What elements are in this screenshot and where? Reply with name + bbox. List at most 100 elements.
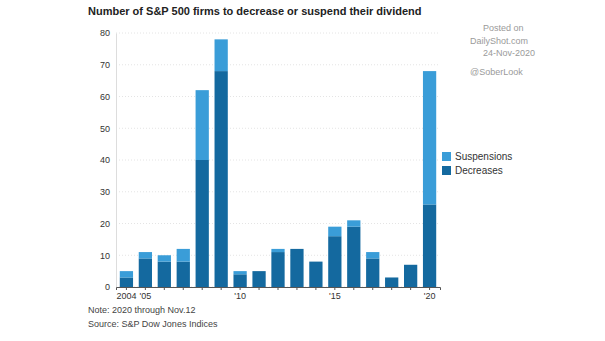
y-tick-label: 50 (100, 124, 110, 134)
legend-label: Suspensions (455, 151, 512, 162)
annotation: Posted on (483, 23, 524, 33)
y-tick: 40 (100, 155, 116, 165)
x-tick (183, 287, 184, 290)
x-tick-mark (296, 287, 297, 290)
x-tick (221, 287, 222, 290)
x-tick (391, 287, 392, 290)
x-tick-mark (240, 287, 241, 290)
x-tick-mark (221, 287, 222, 290)
grid-line (116, 223, 440, 224)
grid (116, 33, 440, 287)
x-tick: '10 (234, 287, 246, 301)
bar (366, 258, 379, 287)
series-0 (120, 71, 436, 287)
x-tick: '05 (140, 287, 152, 301)
y-tick-label: 40 (100, 155, 110, 165)
y-tick-label: 20 (100, 219, 110, 229)
bar (328, 236, 341, 287)
bar (252, 271, 265, 272)
y-tick-label: 10 (100, 251, 110, 261)
legend: SuspensionsDecreases (442, 151, 512, 176)
bar (139, 252, 152, 258)
annotation: DailyShot.com (470, 36, 528, 46)
x-tick-mark (334, 287, 335, 290)
x-tick-mark (183, 287, 184, 290)
grid-line (116, 33, 440, 34)
bar (215, 39, 228, 71)
legend-swatch (442, 166, 451, 175)
bar (233, 271, 246, 274)
bar (196, 160, 209, 287)
x-tick (315, 287, 316, 290)
title: Number of S&P 500 firms to decrease or s… (88, 5, 422, 17)
x-tick-mark (429, 287, 430, 290)
bars (120, 39, 436, 287)
x-tick: '15 (329, 287, 341, 301)
x-tick-mark (353, 287, 354, 290)
x-axis-line (117, 288, 441, 291)
bar (385, 277, 398, 287)
x-tick-mark (259, 287, 260, 290)
y-axis: 01020304050607080 (100, 28, 117, 292)
y-tick: 50 (100, 124, 116, 134)
x-tick-mark (372, 287, 373, 290)
y-tick: 20 (100, 219, 116, 229)
y-tick: 0 (105, 282, 116, 292)
x-tick (353, 287, 354, 290)
x-tick-label: '15 (329, 291, 341, 301)
bar (366, 252, 379, 258)
y-tick: 30 (100, 187, 116, 197)
x-tick-mark (410, 287, 411, 290)
note: Note: 2020 through Nov.12 (88, 305, 195, 315)
x-tick-mark (202, 287, 203, 290)
bar (347, 220, 360, 226)
x-tick-label: 2004 (116, 291, 136, 301)
bar (385, 277, 398, 278)
annotation: 24-Nov-2020 (483, 48, 535, 58)
bar (196, 90, 209, 160)
bar (271, 252, 284, 287)
x-tick-mark (164, 287, 165, 290)
grid-line (116, 64, 440, 65)
annotation: @SoberLook (470, 67, 523, 77)
y-tick-label: 30 (100, 187, 110, 197)
bar (309, 262, 322, 287)
bar (233, 274, 246, 287)
grid-line (116, 160, 440, 161)
x-tick (278, 287, 279, 290)
x-tick-mark (391, 287, 392, 290)
x-tick-label: '05 (140, 291, 152, 301)
series-1 (120, 39, 436, 277)
y-axis-line (116, 34, 117, 288)
x-tick (259, 287, 260, 290)
y-tick-label: 80 (100, 28, 110, 38)
x-tick (296, 287, 297, 290)
bar (120, 271, 133, 277)
y-tick-label: 70 (100, 60, 110, 70)
x-tick-mark (126, 287, 127, 290)
x-tick (164, 287, 165, 290)
bar (290, 248, 303, 249)
bar (158, 262, 171, 287)
bar (328, 227, 341, 237)
x-tick (372, 287, 373, 290)
bar (309, 261, 322, 262)
bar (120, 277, 133, 287)
x-tick (202, 287, 203, 290)
bar (139, 258, 152, 287)
bar (215, 71, 228, 287)
x-tick: 2004 (116, 287, 136, 301)
bar (252, 271, 265, 287)
y-tick: 10 (100, 251, 116, 261)
bar (404, 264, 417, 265)
x-tick-mark (315, 287, 316, 290)
x-tick-label: '20 (424, 291, 436, 301)
bar (177, 262, 190, 287)
source: Source: S&P Dow Jones Indices (88, 319, 218, 329)
x-axis: 2004 '05 '10 '15 '20 (116, 287, 440, 301)
bar (423, 204, 436, 287)
bar (290, 249, 303, 287)
bar (158, 255, 171, 261)
grid-line (116, 128, 440, 129)
x-tick-mark (145, 287, 146, 290)
